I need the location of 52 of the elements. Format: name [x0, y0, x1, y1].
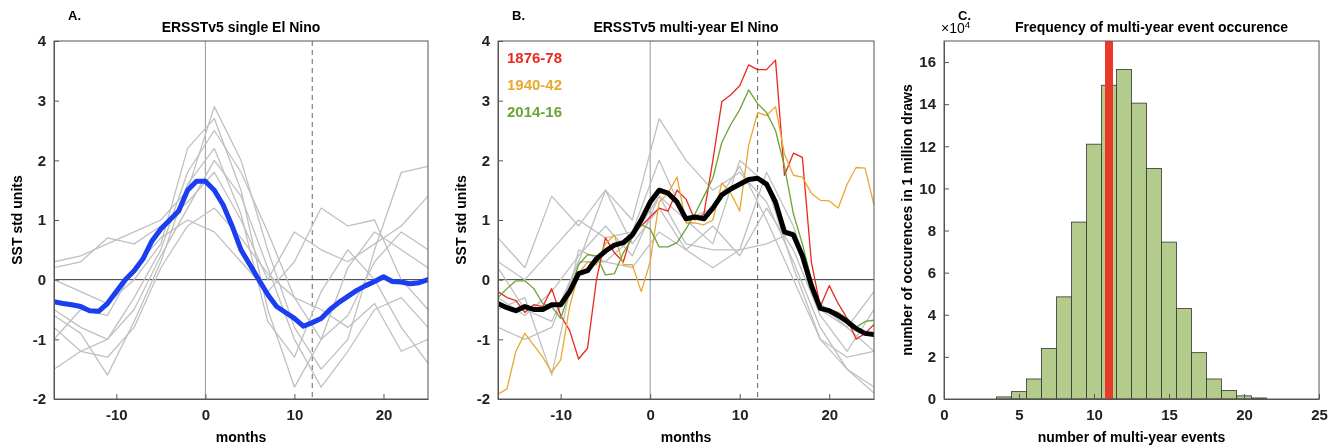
- y-tick-label: 4: [481, 32, 491, 50]
- x-tick-label: -10: [105, 405, 128, 423]
- y-tick-label: -2: [476, 390, 490, 408]
- y-tick-label: -2: [32, 390, 46, 408]
- x-axis-title: months: [215, 429, 267, 445]
- text: 2014-16: [507, 103, 563, 120]
- x-tick-label: 20: [375, 405, 393, 423]
- x-axis-title: number of multi-year events: [1037, 429, 1226, 445]
- text: C.: [958, 8, 971, 23]
- text: A.: [68, 8, 81, 23]
- chart-title: ERSSTv5 multi-year El Nino: [593, 19, 779, 35]
- x-tick-label: 5: [1015, 405, 1024, 423]
- y-tick-label: 0: [37, 270, 46, 288]
- y-tick-label: 10: [919, 179, 936, 197]
- y-tick-label: 6: [927, 263, 936, 281]
- y-tick-label: 4: [37, 32, 47, 50]
- y-tick-label: 1: [37, 211, 46, 229]
- y-tick-label: 3: [481, 91, 490, 109]
- y-tick-label: 2: [927, 348, 936, 366]
- x-tick-label: 15: [1161, 405, 1178, 423]
- x-tick-label: 25: [1311, 405, 1328, 423]
- x-tick-label: 0: [940, 405, 949, 423]
- x-tick-label: 20: [821, 405, 839, 423]
- x-tick-label: 10: [731, 405, 749, 423]
- text: 1940-42: [507, 76, 563, 93]
- text: B.: [512, 8, 525, 23]
- chart-title: ERSSTv5 single El Nino: [161, 19, 321, 35]
- x-axis-title: months: [660, 429, 712, 445]
- y-tick-label: -1: [32, 330, 46, 348]
- y-tick-label: 0: [481, 270, 490, 288]
- y-tick-label: 2: [481, 151, 490, 169]
- y-tick-label: 1: [481, 211, 490, 229]
- text: 1876-78: [507, 49, 563, 66]
- y-tick-label: 4: [927, 306, 937, 324]
- y-axis-title: SST std units: [9, 175, 25, 265]
- x-tick-label: 10: [1086, 405, 1103, 423]
- x-tick-label: 10: [286, 405, 304, 423]
- y-tick-label: 2: [37, 151, 46, 169]
- chart-title: Frequency of multi-year event occurence: [1014, 19, 1289, 35]
- y-tick-label: -1: [476, 330, 490, 348]
- x-tick-label: 0: [646, 405, 655, 423]
- x-tick-label: -10: [550, 405, 573, 423]
- x-tick-label: 0: [201, 405, 211, 423]
- y-tick-label: 12: [919, 137, 936, 155]
- y-axis-title: SST std units: [453, 175, 469, 265]
- x-tick-label: 20: [1236, 405, 1253, 423]
- y-tick-label: 3: [37, 91, 46, 109]
- y-tick-label: 0: [927, 390, 936, 408]
- y-axis-title: number of occurences in 1 million draws: [899, 84, 915, 356]
- y-tick-label: 8: [927, 221, 936, 239]
- y-tick-label: 16: [919, 53, 936, 71]
- y-tick-label: 14: [919, 95, 937, 113]
